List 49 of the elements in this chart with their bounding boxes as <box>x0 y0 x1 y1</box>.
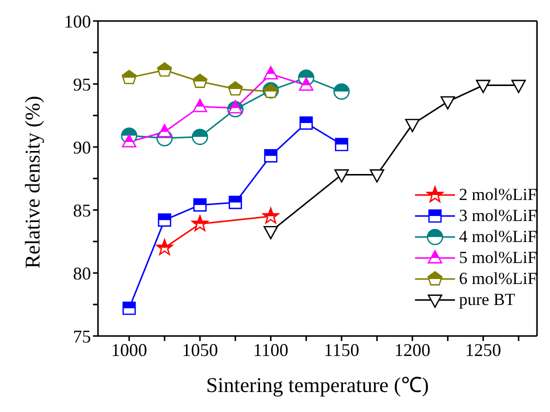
point <box>193 198 207 212</box>
point <box>405 118 420 132</box>
legend-label: 5 mol%LiF <box>459 248 537 268</box>
x-tick-label: 1050 <box>182 340 218 360</box>
point <box>264 149 278 162</box>
y-tick-label: 100 <box>64 11 91 32</box>
x-tick-label: 1200 <box>394 340 430 360</box>
point <box>192 98 208 112</box>
y-tick-label: 85 <box>73 200 91 220</box>
x-axis-title: Sintering temperature (℃) <box>206 373 429 397</box>
point <box>192 74 208 88</box>
y-tick-label: 95 <box>73 74 91 94</box>
point <box>228 196 242 210</box>
point <box>264 66 278 80</box>
point <box>158 213 172 227</box>
point <box>228 100 243 114</box>
legend-label: 3 mol%LiF <box>459 206 537 226</box>
point <box>122 302 136 315</box>
point <box>298 77 314 91</box>
point <box>300 116 313 130</box>
point <box>334 138 348 152</box>
legend-label: 6 mol%LiF <box>459 268 537 288</box>
y-tick-label: 75 <box>73 326 91 346</box>
point <box>333 83 350 100</box>
point <box>122 70 137 84</box>
point <box>122 134 136 148</box>
point <box>157 124 172 138</box>
x-tick-label: 1100 <box>253 340 288 360</box>
x-tick-label: 1250 <box>465 340 502 360</box>
point <box>370 169 384 183</box>
point <box>262 208 280 224</box>
point <box>192 128 208 146</box>
point <box>192 215 208 232</box>
point <box>157 62 172 77</box>
point <box>511 80 526 94</box>
y-tick-label: 80 <box>73 263 91 284</box>
legend-label: 2 mol%LiF <box>459 184 537 204</box>
legend-label: pure BT <box>459 290 516 310</box>
point <box>228 81 243 96</box>
point <box>156 239 173 256</box>
point <box>476 80 490 94</box>
point <box>440 96 456 110</box>
y-tick-label: 90 <box>73 137 91 158</box>
x-tick-label: 1150 <box>324 340 360 360</box>
point <box>334 169 349 183</box>
y-axis-title: Relative density (%) <box>20 96 44 268</box>
legend-label: 4 mol%LiF <box>459 226 537 246</box>
point <box>264 226 278 240</box>
x-tick-label: 1000 <box>111 340 148 360</box>
